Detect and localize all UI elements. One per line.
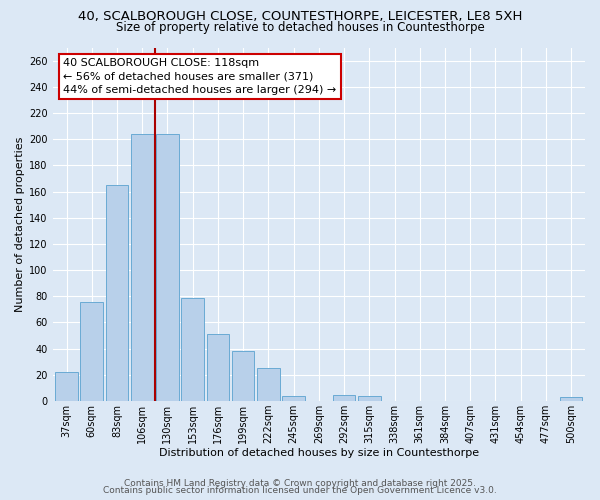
Text: Contains HM Land Registry data © Crown copyright and database right 2025.: Contains HM Land Registry data © Crown c… <box>124 478 476 488</box>
Bar <box>333 394 355 401</box>
X-axis label: Distribution of detached houses by size in Countesthorpe: Distribution of detached houses by size … <box>159 448 479 458</box>
Bar <box>80 302 103 401</box>
Bar <box>358 396 380 401</box>
Bar <box>106 185 128 401</box>
Text: Size of property relative to detached houses in Countesthorpe: Size of property relative to detached ho… <box>116 21 484 34</box>
Text: 40, SCALBOROUGH CLOSE, COUNTESTHORPE, LEICESTER, LE8 5XH: 40, SCALBOROUGH CLOSE, COUNTESTHORPE, LE… <box>78 10 522 23</box>
Bar <box>131 134 154 401</box>
Text: 40 SCALBOROUGH CLOSE: 118sqm
← 56% of detached houses are smaller (371)
44% of s: 40 SCALBOROUGH CLOSE: 118sqm ← 56% of de… <box>63 58 337 94</box>
Bar <box>55 372 78 401</box>
Text: Contains public sector information licensed under the Open Government Licence v3: Contains public sector information licen… <box>103 486 497 495</box>
Bar <box>257 368 280 401</box>
Bar <box>156 134 179 401</box>
Bar <box>560 397 583 401</box>
Bar <box>282 396 305 401</box>
Bar <box>232 352 254 401</box>
Y-axis label: Number of detached properties: Number of detached properties <box>15 136 25 312</box>
Bar <box>206 334 229 401</box>
Bar <box>181 298 204 401</box>
